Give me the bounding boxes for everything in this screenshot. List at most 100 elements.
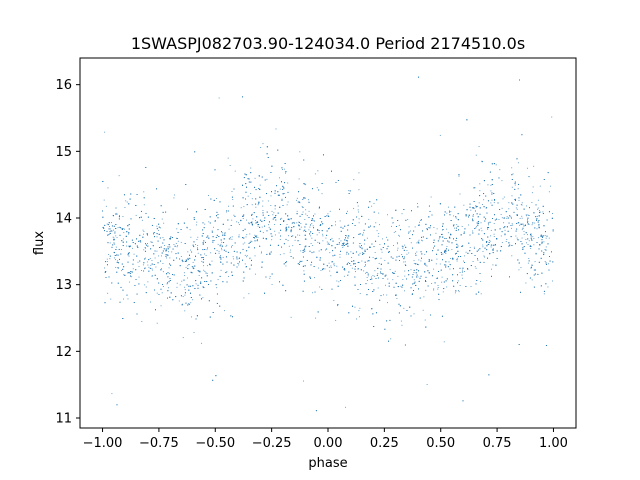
data-point bbox=[185, 184, 187, 186]
data-point bbox=[519, 217, 521, 219]
data-point bbox=[202, 286, 204, 288]
data-point bbox=[115, 228, 117, 230]
data-point bbox=[120, 249, 122, 250]
data-point bbox=[219, 275, 221, 277]
data-point bbox=[546, 235, 548, 237]
data-point bbox=[397, 275, 399, 277]
data-point bbox=[274, 230, 276, 232]
data-point bbox=[138, 276, 140, 278]
data-point bbox=[348, 193, 350, 194]
data-point bbox=[193, 246, 195, 248]
data-point bbox=[492, 248, 494, 250]
data-point bbox=[427, 285, 429, 287]
data-point bbox=[309, 233, 311, 235]
data-point bbox=[403, 256, 405, 258]
data-point bbox=[476, 222, 478, 224]
data-point bbox=[296, 210, 298, 212]
data-point bbox=[242, 96, 244, 98]
data-point bbox=[456, 257, 458, 259]
data-point bbox=[455, 290, 457, 292]
data-point bbox=[331, 288, 333, 290]
data-point bbox=[385, 284, 386, 286]
data-point bbox=[108, 228, 110, 230]
data-point bbox=[465, 251, 467, 253]
data-point bbox=[505, 211, 507, 213]
data-point bbox=[193, 332, 195, 333]
data-point bbox=[123, 266, 125, 268]
data-point bbox=[209, 264, 211, 266]
data-point bbox=[527, 222, 528, 224]
data-point bbox=[480, 280, 482, 282]
data-point bbox=[411, 293, 413, 294]
data-point bbox=[266, 153, 268, 155]
data-point bbox=[162, 286, 164, 287]
data-point bbox=[539, 212, 540, 214]
data-point bbox=[266, 178, 268, 180]
data-point bbox=[424, 263, 425, 265]
data-point bbox=[321, 230, 323, 232]
data-point bbox=[285, 228, 287, 230]
data-point bbox=[542, 211, 544, 213]
data-point bbox=[449, 268, 451, 270]
data-point bbox=[168, 273, 170, 275]
data-point bbox=[447, 232, 449, 234]
data-point bbox=[325, 237, 327, 239]
data-point bbox=[152, 269, 154, 271]
data-point bbox=[244, 242, 246, 244]
data-point bbox=[221, 231, 222, 233]
data-point bbox=[498, 219, 500, 220]
data-point bbox=[167, 297, 168, 299]
data-point bbox=[484, 256, 485, 258]
data-point bbox=[368, 226, 370, 228]
data-point bbox=[310, 231, 312, 233]
data-point bbox=[485, 218, 487, 220]
data-point bbox=[229, 165, 231, 166]
data-point bbox=[469, 206, 471, 208]
data-point bbox=[339, 254, 341, 255]
data-point bbox=[449, 214, 451, 216]
data-point bbox=[486, 212, 488, 214]
data-point bbox=[253, 212, 255, 214]
data-point bbox=[140, 210, 142, 212]
data-point bbox=[163, 222, 165, 224]
data-point bbox=[278, 232, 280, 234]
data-point bbox=[378, 212, 380, 214]
data-point bbox=[543, 254, 545, 256]
data-point bbox=[160, 205, 162, 207]
data-point bbox=[480, 222, 482, 224]
data-point bbox=[371, 205, 373, 207]
data-point bbox=[187, 265, 189, 267]
data-point bbox=[351, 257, 353, 258]
data-point bbox=[422, 230, 424, 232]
data-point bbox=[478, 202, 480, 204]
data-point bbox=[275, 219, 277, 221]
data-point bbox=[428, 259, 430, 261]
data-point bbox=[493, 223, 495, 224]
data-point bbox=[374, 252, 376, 253]
data-point bbox=[511, 179, 513, 180]
data-point bbox=[503, 196, 505, 198]
data-point bbox=[358, 310, 360, 312]
data-point bbox=[308, 229, 310, 231]
data-point bbox=[322, 240, 324, 242]
data-point bbox=[380, 271, 381, 273]
data-point bbox=[475, 205, 477, 207]
data-point bbox=[211, 231, 213, 233]
data-point bbox=[196, 239, 198, 241]
data-point bbox=[428, 272, 430, 274]
data-point bbox=[401, 286, 403, 288]
data-point bbox=[417, 203, 418, 205]
data-point bbox=[452, 280, 454, 282]
data-point bbox=[250, 167, 252, 169]
data-point bbox=[311, 252, 313, 254]
data-point bbox=[463, 231, 465, 233]
data-point bbox=[492, 218, 493, 219]
data-point bbox=[187, 251, 189, 253]
data-point bbox=[499, 169, 501, 171]
data-point bbox=[311, 219, 312, 221]
data-point bbox=[268, 224, 270, 226]
data-point bbox=[254, 237, 256, 239]
data-point bbox=[290, 231, 292, 233]
data-point bbox=[365, 264, 366, 266]
data-point bbox=[254, 240, 256, 242]
